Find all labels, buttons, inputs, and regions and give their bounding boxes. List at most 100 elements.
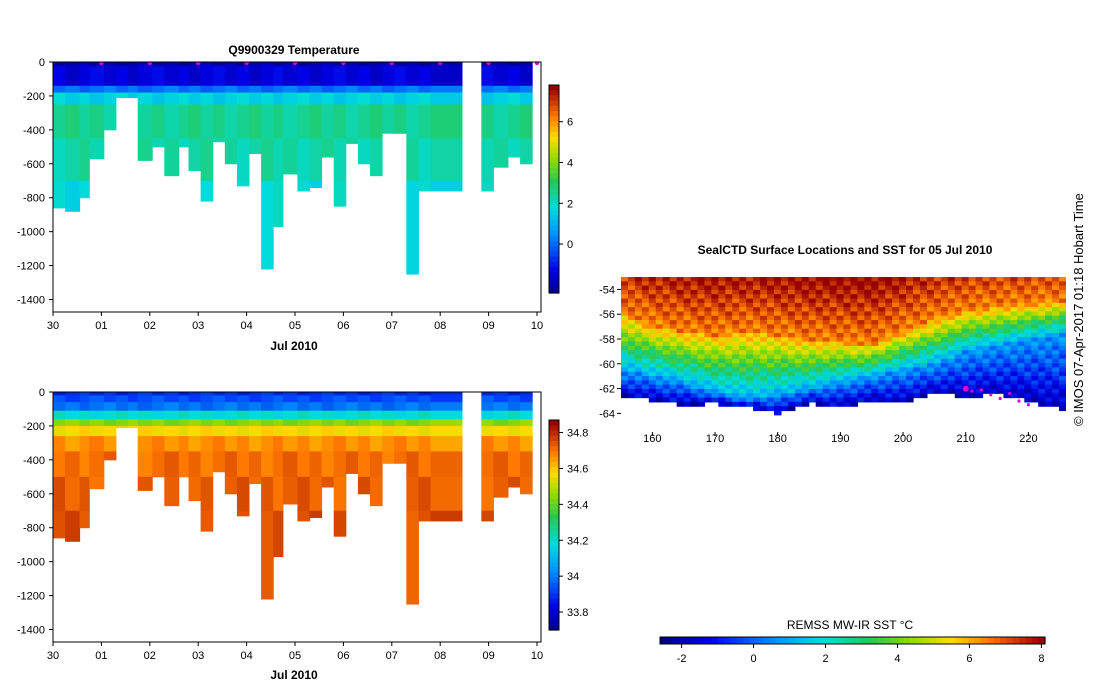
profile-cell [418, 66, 432, 87]
sst-cell [871, 388, 879, 394]
sst-cell [885, 328, 893, 334]
sst-cell [627, 393, 636, 399]
sst-cell [1031, 277, 1039, 282]
profile-cell [333, 92, 347, 105]
profile-cell [261, 62, 274, 67]
sst-cell [913, 277, 921, 282]
sst-colorbar-segment [807, 637, 815, 644]
sst-cell [1059, 332, 1066, 338]
profile-cell [200, 104, 214, 139]
sst-cell [1003, 328, 1011, 334]
profile-cell [507, 395, 521, 403]
sst-cell [815, 281, 824, 287]
sst-cell [1003, 341, 1011, 347]
salinity-colorbar-segment [549, 525, 559, 531]
sst-cell [961, 298, 970, 304]
profile-cell [178, 451, 190, 478]
profile-cell [394, 419, 407, 427]
sst-cell [982, 281, 991, 287]
profile-cell [103, 410, 117, 420]
sst-cell [954, 302, 963, 308]
sst-cell [662, 367, 671, 373]
sst-cell [773, 294, 782, 300]
sst-cell [732, 328, 740, 334]
sst-cell [933, 307, 942, 313]
sst-cell [753, 367, 761, 373]
sst-colorbar-segment [826, 637, 834, 644]
profile-cell [236, 180, 250, 187]
sst-cell [760, 285, 768, 291]
sst-cell [621, 376, 629, 381]
sst-cell [843, 380, 852, 386]
profile-cell [430, 425, 463, 437]
sst-cell [1059, 354, 1066, 360]
sst-cell [627, 384, 636, 390]
sst-cell [843, 371, 852, 377]
sst-cell [892, 371, 900, 377]
profile-cell [65, 92, 81, 105]
profile-cell [481, 66, 494, 87]
sst-cell [711, 380, 719, 386]
salinity-colorbar-segment [549, 462, 559, 468]
profile-cell [481, 410, 494, 420]
profile-cell [178, 402, 190, 412]
sst-cell [648, 298, 657, 304]
sst-cell [996, 354, 1005, 360]
sst-cell [1059, 277, 1066, 282]
sst-cell [913, 350, 921, 356]
sst-cell [773, 285, 782, 291]
profile-cell [53, 92, 66, 105]
temperature-colorbar-frame [548, 84, 560, 294]
sst-cell [1017, 277, 1025, 282]
sst-cell [975, 358, 984, 364]
sst-cell [1003, 367, 1011, 373]
sst-cell [975, 324, 984, 330]
sst-cell [683, 328, 692, 334]
sst-cell [648, 294, 657, 300]
sst-cell [933, 358, 942, 364]
sst-cell [899, 376, 907, 381]
temperature-xtick-label: 03 [192, 320, 204, 332]
profile-cell [481, 451, 494, 478]
profile-cell [345, 402, 359, 412]
sst-cell [975, 302, 984, 308]
sst-cell [850, 315, 859, 321]
sst-cell [725, 345, 733, 351]
profile-cell [200, 392, 214, 396]
sst-cell [822, 332, 831, 338]
sst-cell [1024, 341, 1032, 347]
profile-cell [394, 402, 407, 412]
sst-cell [641, 350, 650, 356]
sst-cell [1052, 320, 1060, 325]
sst-cell [739, 328, 747, 334]
sst-cell [621, 277, 629, 282]
profile-cell [200, 66, 214, 87]
sst-cell [767, 298, 775, 304]
sst-cell [843, 397, 852, 403]
salinity-colorbar-segment [549, 493, 559, 500]
sst-cell [690, 388, 699, 394]
sst-colorbar-segment [679, 637, 687, 644]
sst-cell [1052, 397, 1060, 403]
sst-cell [704, 376, 712, 381]
sst-cell [1045, 345, 1053, 351]
sst-cell [676, 285, 685, 291]
sst-cell [725, 371, 733, 377]
profile-cell [212, 85, 226, 94]
sst-cell [690, 311, 699, 317]
sst-cell [864, 320, 872, 325]
profile-cell [507, 92, 521, 105]
sst-cell [899, 320, 907, 325]
sst-cell [634, 350, 643, 356]
sst-colorbar-segment [910, 637, 918, 644]
sst-cell [780, 388, 789, 394]
sst-cell [641, 298, 650, 304]
sst-cell [926, 294, 935, 300]
sst-cell [919, 363, 928, 369]
sst-cell [843, 311, 852, 317]
sst-cell [648, 358, 657, 364]
profile-cell [200, 476, 214, 512]
sst-cell [634, 289, 643, 295]
sst-cell [662, 341, 671, 347]
sst-cell [718, 337, 726, 343]
